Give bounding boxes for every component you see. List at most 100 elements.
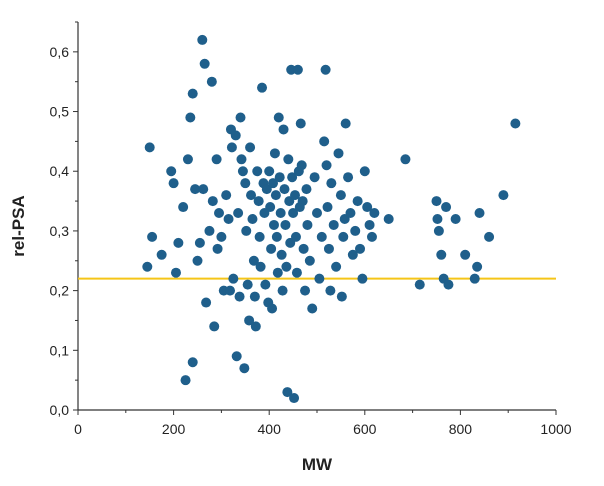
data-point	[230, 130, 241, 141]
data-point	[228, 273, 239, 284]
data-point	[260, 279, 271, 290]
y-tick-label: 0,6	[50, 44, 70, 60]
data-point	[225, 285, 236, 296]
data-point	[347, 249, 358, 260]
data-point	[274, 172, 285, 183]
data-point	[231, 351, 242, 362]
data-point	[460, 249, 471, 260]
data-point	[383, 213, 394, 224]
data-point	[257, 82, 268, 93]
data-point	[265, 202, 276, 213]
data-point	[352, 196, 363, 207]
data-point	[312, 208, 322, 219]
data-point	[272, 267, 283, 278]
data-point	[322, 202, 333, 213]
data-point	[362, 202, 373, 213]
data-point	[287, 172, 298, 183]
data-point	[316, 231, 327, 242]
x-tick-label: 0	[74, 421, 82, 437]
data-point	[247, 213, 258, 224]
data-point	[268, 219, 279, 230]
data-point	[279, 184, 290, 195]
data-point	[226, 142, 237, 153]
data-point	[336, 291, 347, 302]
data-point	[199, 58, 210, 69]
data-point	[168, 178, 179, 189]
data-point	[194, 237, 205, 248]
data-point	[338, 231, 349, 242]
data-point	[301, 184, 312, 195]
data-point	[244, 315, 255, 326]
y-tick-label: 0,4	[50, 163, 70, 179]
data-point	[300, 285, 311, 296]
data-point	[290, 190, 301, 201]
data-point	[178, 202, 189, 213]
data-point	[246, 190, 257, 201]
data-point	[321, 160, 332, 171]
data-point	[147, 231, 158, 242]
y-axis-title: rel-PSA	[9, 195, 28, 256]
data-point	[269, 148, 280, 159]
data-point	[326, 178, 337, 189]
data-point	[223, 213, 234, 224]
data-point	[192, 255, 203, 266]
data-point	[472, 261, 483, 272]
data-point	[320, 64, 331, 75]
data-point	[498, 190, 509, 201]
data-point	[307, 303, 318, 314]
data-point	[357, 273, 368, 284]
data-point	[350, 225, 361, 236]
data-point	[144, 142, 155, 153]
data-point	[187, 88, 198, 99]
data-point	[295, 118, 306, 129]
data-point	[288, 208, 299, 219]
data-point	[474, 208, 485, 219]
data-point	[173, 237, 184, 248]
data-point	[364, 219, 375, 230]
data-point	[328, 219, 339, 230]
data-point	[281, 261, 292, 272]
data-point	[255, 261, 266, 272]
data-point	[290, 231, 301, 242]
data-point	[212, 243, 223, 254]
data-point	[340, 118, 351, 129]
data-point	[484, 231, 495, 242]
axes-group: 0 200 400 600 800 1000 0,0 0,1 0,2 0,3 0,4 0,5 0,6	[50, 21, 572, 437]
data-point	[291, 267, 302, 278]
data-point	[234, 291, 245, 302]
data-point	[400, 154, 411, 165]
data-point	[204, 225, 215, 236]
data-point	[142, 261, 153, 272]
data-point	[331, 261, 342, 272]
data-point	[239, 363, 250, 374]
y-tick-label: 0,5	[50, 104, 70, 120]
data-point	[166, 166, 177, 177]
y-tick-label: 0,3	[50, 223, 70, 239]
data-point	[289, 393, 300, 404]
data-point	[366, 231, 377, 242]
data-point	[314, 273, 325, 284]
data-point	[266, 243, 277, 254]
y-tick-label: 0,0	[50, 402, 70, 418]
data-point	[276, 249, 287, 260]
data-point	[319, 136, 330, 147]
data-point	[214, 208, 225, 219]
data-point	[436, 249, 447, 260]
data-point	[280, 219, 291, 230]
data-point	[187, 357, 198, 368]
y-tick-label: 0,1	[50, 342, 70, 358]
data-point	[254, 231, 265, 242]
x-tick-label: 800	[449, 421, 473, 437]
data-point	[333, 148, 344, 159]
data-point	[302, 219, 313, 230]
data-point	[510, 118, 521, 129]
data-point	[237, 166, 248, 177]
data-point	[241, 225, 252, 236]
data-point	[233, 208, 244, 219]
data-point	[323, 243, 334, 254]
data-point	[359, 166, 370, 177]
data-point	[309, 172, 320, 183]
data-point	[297, 196, 308, 207]
